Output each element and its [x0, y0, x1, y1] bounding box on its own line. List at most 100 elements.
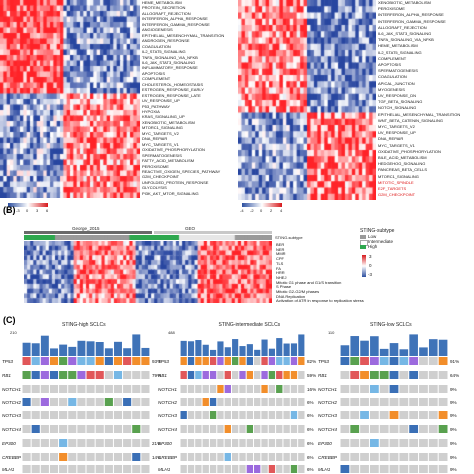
oncoprint-cell [231, 385, 239, 393]
oncoprint-cell [104, 398, 113, 406]
oncoprint-cell [399, 465, 409, 473]
oncoprint-cell [195, 453, 202, 461]
oncoprint-cell [202, 398, 209, 406]
oncoprint-cell [254, 465, 261, 473]
oncoprint-cell [246, 465, 254, 473]
oncoprint-cell [350, 439, 360, 447]
oncoprint-row [22, 371, 150, 379]
oncoprint-cell [231, 453, 239, 461]
oncoprint-cell [360, 398, 369, 406]
oncoprint-cell [141, 453, 150, 461]
tmb-ymax: 110 [328, 330, 335, 335]
oncoprint-cell [22, 385, 31, 393]
oncoprint-cell [132, 357, 141, 365]
oncoprint-cell [77, 398, 86, 406]
oncoprint-row [340, 453, 448, 461]
oncoprint-row [180, 425, 305, 433]
oncoprint-cell [195, 371, 202, 379]
panel-b-letter: (B) [3, 205, 16, 215]
oncoprint-cell [254, 411, 261, 419]
panel-a-right-pathway-label: IL2_STAT5_SIGNALING [378, 49, 422, 55]
oncoprint-cell [31, 411, 40, 419]
oncoprint-cell [428, 385, 438, 393]
oncoprint-cell [290, 357, 298, 365]
oncoprint-percent: 21% [152, 441, 162, 446]
oncoprint-cell [195, 425, 202, 433]
tmb-bar [298, 334, 305, 356]
oncoprint-cell [261, 425, 268, 433]
oncoprint-cell [195, 465, 202, 473]
subtype-bar-label: STING-subtype [275, 235, 303, 240]
oncoprint-cell [276, 465, 283, 473]
oncoprint-cell [49, 398, 59, 406]
oncoprint-percent: 6% [307, 467, 314, 472]
oncoprint-cell [399, 357, 409, 365]
panel-a-right-pathway-label: COMPLEMENT [378, 55, 407, 61]
oncoprint-cell [438, 439, 448, 447]
oncoprint-cell [239, 425, 246, 433]
oncoprint-cell [239, 398, 246, 406]
oncoprint-cell [31, 425, 40, 433]
oncoprint-cell [379, 453, 389, 461]
oncoprint-cell [298, 371, 305, 379]
oncoprint-percent: 6% [307, 455, 314, 460]
oncoprint-cell [77, 371, 86, 379]
oncoprint-cell [268, 398, 276, 406]
oncoprint-cell [77, 357, 86, 365]
oncoprint-cell [31, 357, 40, 365]
legend-high-swatch [360, 245, 366, 249]
oncoprint-gene-label: NOTCH4 [318, 427, 337, 432]
oncoprint-cell [104, 439, 113, 447]
colorbar-tick: 0 [260, 208, 263, 213]
oncoprint-cell [268, 357, 276, 365]
oncoprint-row [180, 453, 305, 461]
oncoprint-cell [77, 453, 86, 461]
oncoprint-cell [254, 425, 261, 433]
oncoprint-cell [22, 371, 31, 379]
panel-a-right-pathway-label: G2M_CHECKPOINT [378, 192, 416, 198]
panel-b-legend-title: STING-subtype [360, 228, 395, 234]
oncoprint-cell [86, 465, 95, 473]
oncoprint-gene-label: CREBBP [2, 455, 21, 460]
oncoprint-cell [68, 371, 77, 379]
oncoprint-cell [379, 398, 389, 406]
oncoprint-cell [132, 425, 141, 433]
oncoprint-cell [49, 439, 59, 447]
oncoprint-cell [123, 453, 132, 461]
tmb-bar [254, 349, 261, 356]
panel-a-left-pathway-label: PROTEIN_SECRETION [142, 5, 186, 11]
oncoprint-cell [180, 357, 187, 365]
tmb-barplot [180, 334, 305, 356]
oncoprint-gene-label: NOTCH2 [2, 400, 21, 405]
panel-a-left-pathway-label: UV_RESPONSE_UP [142, 98, 180, 104]
tmb-bar [210, 349, 217, 356]
oncoprint-cell [123, 357, 132, 365]
oncoprint-cell [419, 453, 428, 461]
oncoprint-percent: 6% [307, 441, 314, 446]
oncoprint-cell [202, 453, 209, 461]
oncoprint-cell [428, 453, 438, 461]
oncoprint-cell [360, 465, 369, 473]
oncoprint-cell [77, 425, 86, 433]
tmb-bar [95, 342, 104, 356]
tmb-bar [276, 338, 283, 356]
panel-a-left-pathway-label: ESTROGEN_RESPONSE_LATE [142, 92, 201, 98]
panel-a-right-pathway-label: COAGULATION [378, 74, 407, 80]
oncoprint-cell [209, 398, 217, 406]
legend-intermediate-label: Intermediate [368, 239, 394, 244]
oncoprint-cell [104, 357, 113, 365]
oncoprint-row [22, 357, 150, 365]
oncoprint-percent: 64% [450, 373, 460, 378]
oncoprint-gene-label: CREBBP [158, 455, 177, 460]
oncoprint-cell [180, 425, 187, 433]
oncoprint-cell [340, 371, 350, 379]
oncoprint-cell [132, 371, 141, 379]
oncoprint-cell [22, 465, 31, 473]
oncoprint-row [340, 411, 448, 419]
oncoprint-cell [77, 385, 86, 393]
oncoprint-cell [68, 357, 77, 365]
oncoprint-cell [428, 465, 438, 473]
oncoprint-gene-label: MLH1 [2, 467, 15, 472]
panel-b-row-label: Mitotic G2-G2/M phases [276, 289, 320, 294]
colorbar-tick: -3 [16, 208, 20, 213]
